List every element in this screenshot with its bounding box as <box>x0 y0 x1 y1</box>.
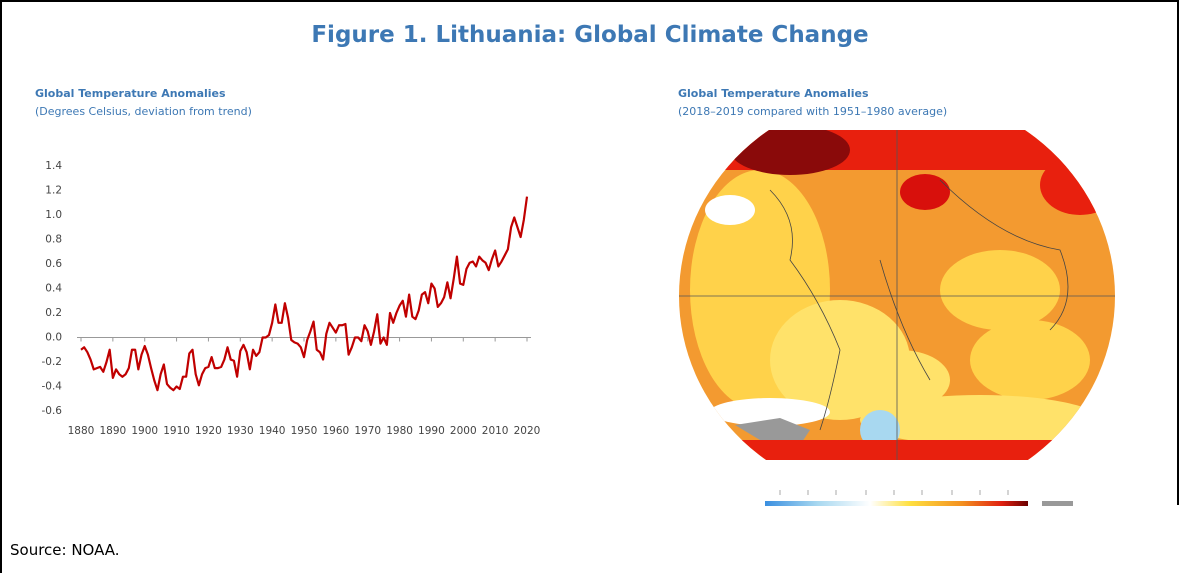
chart-title: Global Temperature Anomalies <box>35 87 226 100</box>
y-tick-label: 1.0 <box>45 209 62 221</box>
line-chart: 1.4 1.2 1.0 0.8 0.6 0.4 0.2 0.0 -0.2 -0.4 -0.6 1880… <box>42 160 541 437</box>
x-tick-label: 1930 <box>227 425 254 437</box>
y-tick-label: -0.2 <box>42 356 63 368</box>
map <box>679 130 1115 460</box>
x-tick-label: 1970 <box>354 425 381 437</box>
x-tick-label: 2020 <box>514 425 541 437</box>
y-tick-label: 0.4 <box>45 283 62 295</box>
x-tick-label: 2000 <box>450 425 477 437</box>
chart-subtitle: (Degrees Celsius, deviation from trend) <box>35 105 252 118</box>
y-tick-label: 0.2 <box>45 307 62 319</box>
map-subtitle: (2018–2019 compared with 1951–1980 avera… <box>678 105 948 118</box>
x-tick-label: 1950 <box>291 425 318 437</box>
x-tick-label: 1890 <box>99 425 126 437</box>
map-title: Global Temperature Anomalies <box>678 87 869 100</box>
x-tick-label: 1920 <box>195 425 222 437</box>
y-tick-label: -0.4 <box>42 381 63 393</box>
figure-title: Figure 1. Lithuania: Global Climate Chan… <box>311 22 869 48</box>
x-tick-label: 1960 <box>322 425 349 437</box>
y-tick-label: 1.2 <box>45 185 62 197</box>
line-series <box>80 196 529 392</box>
y-tick-label: 0.6 <box>45 258 62 270</box>
y-tick-label: -0.6 <box>42 405 63 417</box>
y-tick-label: 1.4 <box>45 160 62 172</box>
x-tick-label: 1900 <box>131 425 158 437</box>
x-tick-label: 1910 <box>163 425 190 437</box>
y-tick-label: 0.8 <box>45 234 62 246</box>
source: Source: NOAA. <box>10 541 120 559</box>
y-tick-label: 0.0 <box>45 332 62 344</box>
x-tick-label: 1980 <box>386 425 413 437</box>
x-tick-label: 2010 <box>482 425 509 437</box>
x-tick-label: 1880 <box>68 425 95 437</box>
x-tick-label: 1940 <box>259 425 286 437</box>
color-scale <box>765 490 1073 506</box>
x-tick-label: 1990 <box>418 425 445 437</box>
